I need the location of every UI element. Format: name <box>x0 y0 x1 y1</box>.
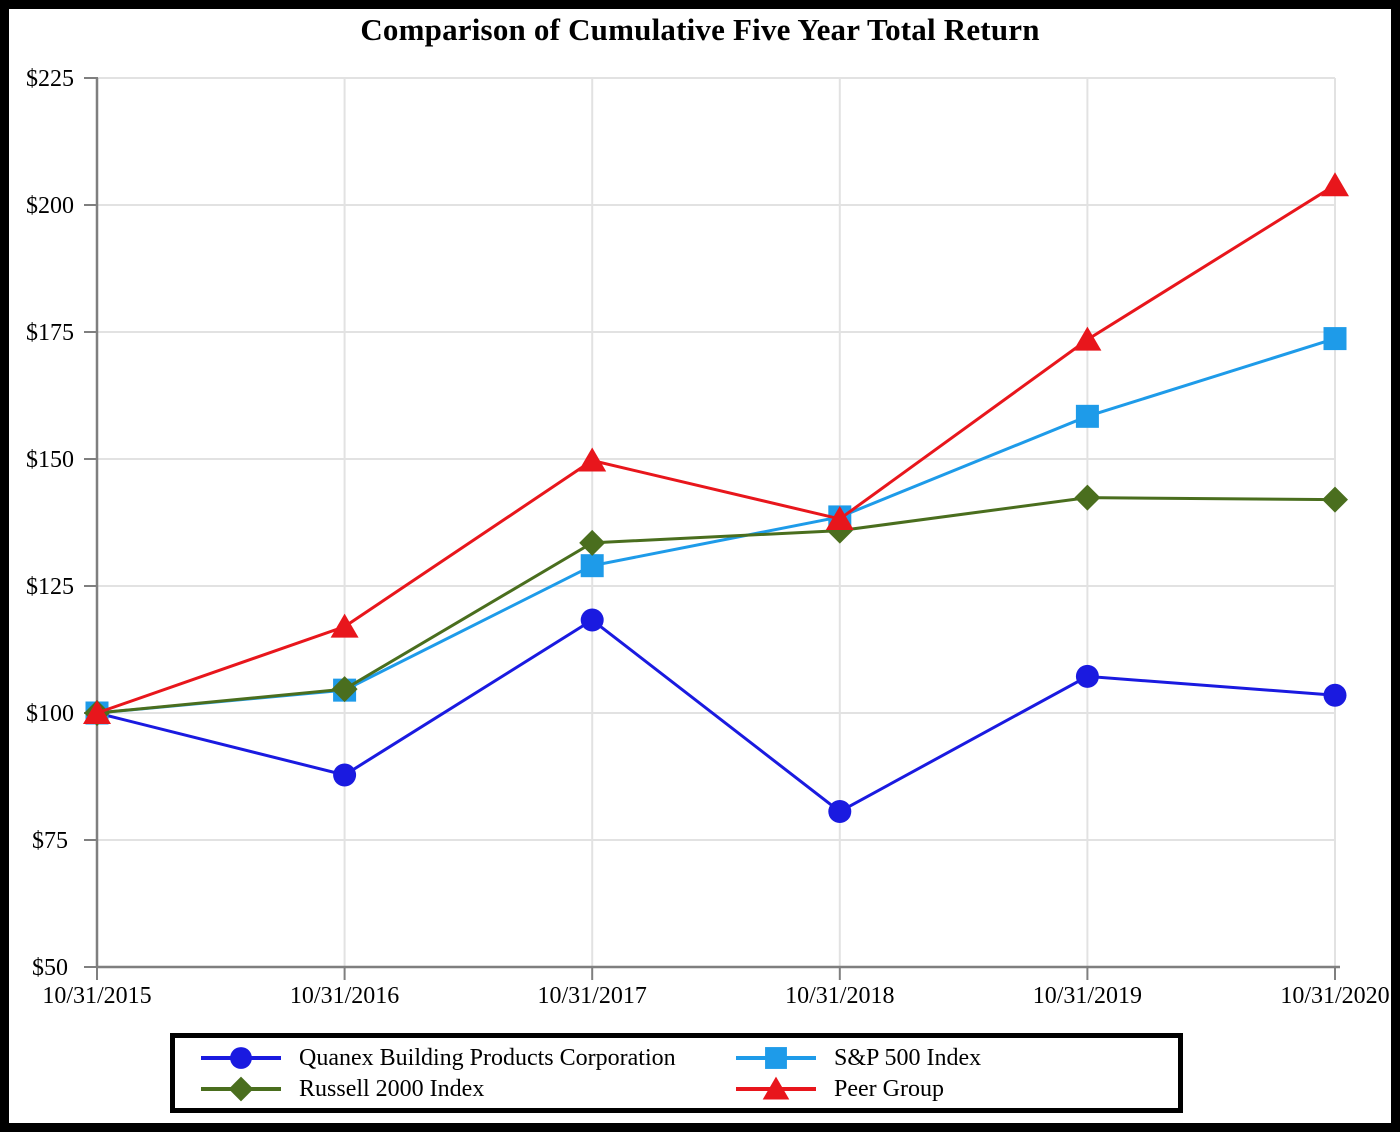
legend-label: S&P 500 Index <box>834 1044 982 1071</box>
circle-marker-icon <box>580 608 604 632</box>
legend-label: Russell 2000 Index <box>299 1075 485 1102</box>
y-tick-label: $50 <box>32 955 68 981</box>
circle-marker-icon <box>230 1046 252 1069</box>
x-tick-label: 10/31/2017 <box>538 983 647 1009</box>
legend-item: Peer Group <box>734 1075 1172 1103</box>
series-line-quanex-building-products-corporation <box>96 618 1336 814</box>
legend-item: S&P 500 Index <box>734 1044 1172 1072</box>
y-tick-label: $200 <box>26 193 74 219</box>
square-marker-icon <box>1075 404 1099 428</box>
legend-item: Quanex Building Products Corporation <box>199 1044 734 1072</box>
y-tick-label: $150 <box>26 447 74 473</box>
series-line-peer-group <box>96 183 1336 715</box>
triangle-marker-icon <box>762 1076 790 1099</box>
diamond-marker-icon <box>331 676 358 703</box>
x-tick-label: 10/31/2019 <box>1033 983 1142 1009</box>
legend-label: Quanex Building Products Corporation <box>299 1044 676 1071</box>
triangle-marker-icon <box>578 447 607 472</box>
square-marker-icon <box>765 1046 787 1069</box>
triangle-marker-icon <box>1321 172 1349 197</box>
y-tick-label: $125 <box>26 574 74 600</box>
legend-item: Russell 2000 Index <box>199 1075 734 1103</box>
circle-legend-marker-icon <box>201 1046 281 1069</box>
circle-marker-icon <box>1323 683 1347 707</box>
triangle-marker-icon <box>825 505 854 530</box>
circle-marker-icon <box>1075 664 1099 688</box>
y-tick-label: $100 <box>26 701 74 727</box>
triangle-marker-icon <box>83 700 111 724</box>
x-tick-label: 10/31/2016 <box>290 983 399 1009</box>
circle-marker-icon <box>828 800 852 824</box>
x-tick-label: 10/31/2020 <box>1280 983 1389 1009</box>
y-tick-label: $75 <box>32 828 68 854</box>
y-tick-label: $175 <box>26 320 74 346</box>
legend-label: Peer Group <box>834 1075 944 1102</box>
square-marker-icon <box>580 554 604 578</box>
triangle-marker-icon <box>330 613 359 638</box>
triangle-marker-icon <box>1073 326 1102 351</box>
square-marker-icon <box>1323 327 1347 351</box>
series-line-s-p-500-index <box>96 337 1336 715</box>
diamond-marker-icon <box>228 1076 254 1101</box>
diamond-marker-icon <box>1322 486 1348 513</box>
circle-marker-icon <box>333 763 357 787</box>
legend: Quanex Building Products Corporation S&P … <box>170 1033 1183 1113</box>
diamond-legend-marker-icon <box>201 1076 281 1101</box>
page-title: Comparison of Cumulative Five Year Total… <box>360 12 1040 47</box>
diamond-marker-icon <box>1074 484 1101 511</box>
series-line-russell-2000-index <box>96 496 1336 715</box>
square-legend-marker-icon <box>736 1046 816 1069</box>
triangle-legend-marker-icon <box>736 1076 816 1099</box>
x-tick-label: 10/31/2015 <box>42 983 151 1009</box>
y-tick-label: $225 <box>26 66 74 92</box>
diamond-marker-icon <box>579 529 606 556</box>
x-tick-label: 10/31/2018 <box>785 983 894 1009</box>
